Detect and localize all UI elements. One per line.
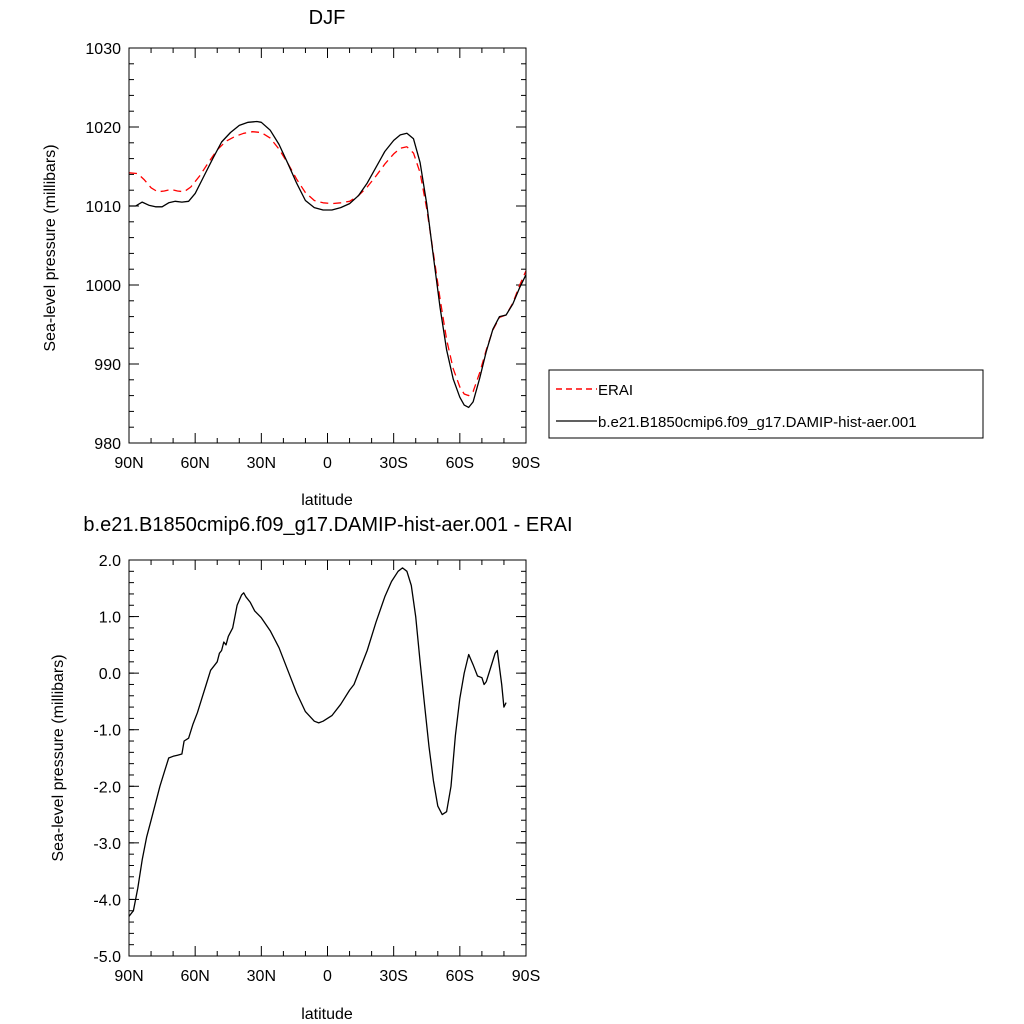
bottom-x-tick-label: 60N [180,968,209,985]
bottom-y-tick-label: -2.0 [93,779,121,796]
top-plot-frame [128,47,527,444]
bottom-x-tick-label: 30N [247,968,276,985]
bottom-series-line-0 [128,567,507,917]
top-y-axis-label: Sea-level pressure (millibars) [42,144,59,351]
top-x-tick-label: 0 [323,455,332,472]
bottom-y-tick-label: -4.0 [93,892,121,909]
top-x-tick-label: 60S [446,455,474,472]
top-x-tick-label: 30S [379,455,407,472]
top-y-tick-label: 1020 [85,120,121,137]
top-x-axis-label: latitude [301,492,353,509]
bottom-x-tick-label: 30S [379,968,407,985]
legend-label-model: b.e21.B1850cmip6.f09_g17.DAMIP-hist-aer.… [598,414,917,431]
bottom-x-tick-label: 0 [323,968,332,985]
top-chart-title: DJF [309,7,346,29]
bottom-x-tick-label: 90N [114,968,143,985]
bottom-y-axis-label: Sea-level pressure (millibars) [50,654,67,861]
top-y-tick-label: 1030 [85,41,121,58]
bottom-x-axis-label: latitude [301,1006,353,1023]
bottom-y-tick-label: 0.0 [99,666,121,683]
legend: ERAI b.e21.B1850cmip6.f09_g17.DAMIP-hist… [548,369,984,439]
bottom-x-tick-label: 60S [446,968,474,985]
top-series-line-0 [128,131,527,397]
bottom-y-tick-label: -1.0 [93,723,121,740]
bottom-plot-frame [128,559,527,957]
top-x-tick-label: 90N [114,455,143,472]
top-y-tick-label: 1000 [85,278,121,295]
bottom-y-tick-label: -3.0 [93,836,121,853]
bottom-chart-title: b.e21.B1850cmip6.f09_g17.DAMIP-hist-aer.… [83,514,572,536]
top-y-tick-label: 1010 [85,199,121,216]
top-x-tick-label: 60N [180,455,209,472]
bottom-y-tick-label: 2.0 [99,553,121,570]
bottom-panel: b.e21.B1850cmip6.f09_g17.DAMIP-hist-aer.… [50,514,573,1023]
top-series-line-1 [129,120,527,409]
legend-label-erai: ERAI [598,382,633,399]
bottom-x-tick-label: 90S [512,968,540,985]
bottom-y-tick-label: -5.0 [93,949,121,966]
top-panel: DJF Sea-level pressure (millibars) latit… [42,7,540,509]
top-y-tick-label: 980 [94,436,121,453]
top-x-tick-label: 90S [512,455,540,472]
top-y-tick-label: 990 [94,357,121,374]
top-x-tick-label: 30N [247,455,276,472]
bottom-y-tick-label: 1.0 [99,610,121,627]
legend-box [548,369,984,439]
